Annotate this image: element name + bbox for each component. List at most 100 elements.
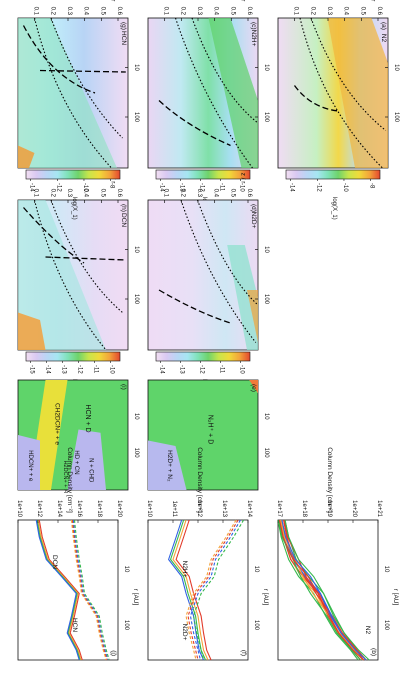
tick-label: -14 <box>159 365 165 374</box>
contour-dashed <box>22 25 96 94</box>
series-line <box>280 519 364 661</box>
colorbar-d <box>155 351 251 362</box>
plot-frame-b <box>277 519 379 661</box>
heatmap-band <box>18 18 117 168</box>
tick-label: 100 <box>253 620 259 631</box>
panel-g: 0.1 0.2 0.3 0.4 0.5 0.6 z / r 10 100 HCN(g) <box>17 0 139 169</box>
panel-a: 0.1 0.2 0.3 0.4 0.5 0.6 z / r 10 100 N2 (a) <box>277 0 399 169</box>
tick-label: 1e+18 <box>96 500 102 518</box>
tick-label: -12 <box>315 183 321 192</box>
panel-h: 0.10.20.30.40.50.6z / r10100DCN(h) <box>17 173 139 351</box>
tick-label: 1e+20 <box>116 500 122 518</box>
tick-label: 1e+12 <box>196 500 202 518</box>
region-label: HCN + D <box>84 404 91 432</box>
region-label: HD + CN <box>73 450 79 474</box>
series-line <box>38 519 83 661</box>
tick-label: 0.1 <box>33 189 39 198</box>
tick-label: 10 <box>133 413 139 420</box>
tick-label: 0.3 <box>196 189 202 198</box>
colorbar-h <box>25 351 121 362</box>
series-line <box>278 519 361 661</box>
contour-dashed <box>293 85 339 112</box>
species-label: N2H+ <box>250 30 257 47</box>
panel-tag: (i) <box>120 384 127 390</box>
tick-label: 0.2 <box>309 7 315 16</box>
series-line <box>37 519 82 661</box>
series-line <box>278 519 365 661</box>
region-nchd <box>67 429 106 490</box>
heatmap-band <box>18 200 106 350</box>
series-line <box>35 519 80 661</box>
species-label: N2 <box>380 34 387 43</box>
tick-label: -10 <box>239 365 245 374</box>
tick-label: 0.5 <box>359 7 365 16</box>
series-line <box>73 519 110 661</box>
contour-dashed <box>23 207 85 264</box>
tick-label: 0.3 <box>66 189 72 198</box>
series-line <box>193 519 245 661</box>
region-h2d <box>148 440 187 490</box>
tick-label: 10 <box>253 566 259 573</box>
heatmap-band <box>18 145 35 168</box>
axis-label-zr: z / r <box>240 173 247 185</box>
axis-label-zr: z / r <box>110 0 117 2</box>
tick-label: 0.2 <box>49 7 55 16</box>
tick-label: -10 <box>109 365 115 374</box>
tick-label: -11 <box>93 365 99 374</box>
panel-d: 0.1 0.2 0.3 0.4 0.5 0.6 z / r 10 100 N2D+(d) <box>147 173 269 351</box>
axis-label-r: r [AU] <box>392 589 399 606</box>
tick-label: 0.1 <box>163 7 169 16</box>
tick-label: -13 <box>179 183 185 192</box>
tick-label: 0.5 <box>99 7 105 16</box>
tick-label: 1e+11 <box>171 501 177 518</box>
panel-e: N₂H⁺ + D H2D+ + N₂ (e) 10 100 <box>147 379 269 491</box>
panel-c: 0.1 0.2 0.3 0.4 0.5 0.6 z / r 10 100 N2H+(c) <box>147 0 269 169</box>
tick-label: 0.6 <box>116 189 122 198</box>
tick-label: 0.4 <box>343 7 349 16</box>
contour-dotted <box>196 199 259 306</box>
tick-label: -14 <box>29 183 35 192</box>
tick-label: 0.3 <box>66 7 72 16</box>
colorbar-c <box>155 169 251 180</box>
series-label: N2H+ <box>181 561 188 578</box>
tick-label: 10 <box>263 413 269 420</box>
tick-label: 1e+10 <box>146 500 152 518</box>
region-label: H2DCN+ + H <box>62 461 68 493</box>
series-label: HCN <box>71 618 78 632</box>
series-line <box>169 519 207 661</box>
series-line <box>189 519 241 661</box>
panel-i: HCN + D CH2DCN+ + e HD + CN N + CHD H2DCN+ +… <box>17 379 139 493</box>
species-label: N2D+ <box>250 212 257 229</box>
tick-label: 0.2 <box>49 189 55 198</box>
region-label: N₂H⁺ + D <box>207 415 214 445</box>
colorbar-label: log(X_1) <box>71 197 77 220</box>
species-label: DCN <box>120 213 127 227</box>
tick-label: -10 <box>239 183 245 192</box>
contour-dotted <box>33 17 112 169</box>
tick-label: 1e+13 <box>221 500 227 518</box>
panel-tag: (j) <box>110 650 117 656</box>
region-label: HDCN+ + e <box>27 450 33 482</box>
tick-label: 1e+19 <box>326 500 332 518</box>
axis-label-coldens: Column Density [cm⁻²] <box>326 447 333 513</box>
panel-tag: (e) <box>250 384 257 392</box>
tick-label: 0.6 <box>246 7 252 16</box>
tick-label: 0.3 <box>326 7 332 16</box>
axis-label-r: r [AU] <box>132 589 139 606</box>
tick-label: -10 <box>82 183 88 192</box>
contour-dotted <box>191 17 259 124</box>
contour-dashed <box>158 100 231 147</box>
tick-label: 10 <box>263 246 269 253</box>
series-label: DCN <box>51 555 58 569</box>
series-line <box>36 519 81 661</box>
tick-label: 0.1 <box>293 7 299 16</box>
region-hot <box>249 380 258 394</box>
series-line <box>185 519 237 661</box>
series-line <box>172 519 209 661</box>
tick-label: 100 <box>133 294 139 305</box>
tick-label: 0.5 <box>229 7 235 16</box>
plot-frame-j <box>17 519 119 661</box>
contour-dotted <box>33 199 107 351</box>
